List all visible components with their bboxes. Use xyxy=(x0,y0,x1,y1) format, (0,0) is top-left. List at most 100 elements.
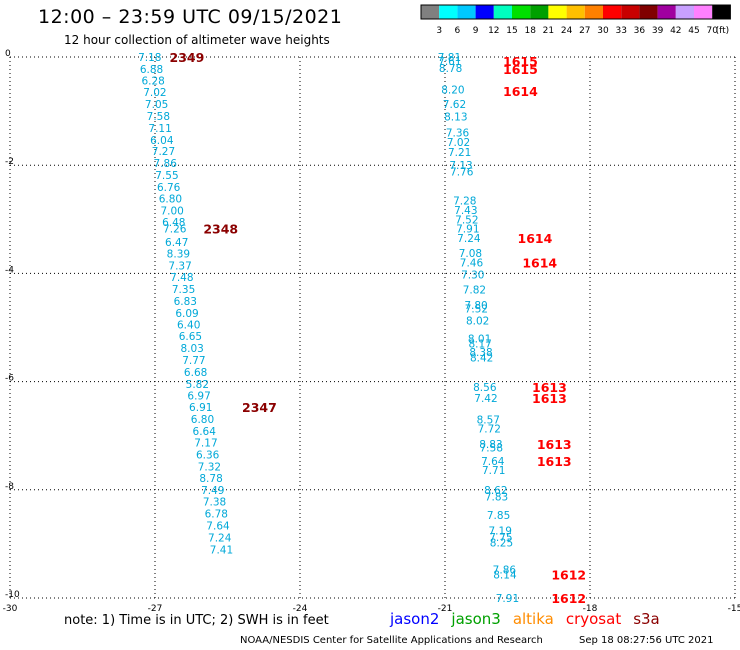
right-track-swh-value: 7.28 xyxy=(453,195,476,207)
left-track-swh-value: 7.55 xyxy=(155,170,178,182)
right-track-swh-value: 7.86 xyxy=(493,564,517,576)
colorbar-label: 30 xyxy=(597,26,609,36)
left-track-swh-value: 7.02 xyxy=(143,87,166,99)
right-track-swh-value: 7.91 xyxy=(456,223,479,235)
left-track-swh-value: 6.76 xyxy=(157,182,181,194)
right-track-swh-value: 7.52 xyxy=(455,214,478,226)
right-track-swh-value: 7.75 xyxy=(489,532,512,544)
right-track-swh-value: 8.78 xyxy=(439,63,462,75)
colorbar-swatch xyxy=(694,5,713,19)
right-track-swh-value: 7.43 xyxy=(454,205,477,217)
left-track-swh-value: 6.88 xyxy=(140,64,163,76)
colorbar-label: 18 xyxy=(524,26,536,36)
satellite-legend: jason2 jason3 altika cryosat s3a xyxy=(390,610,672,628)
left-track-swh-value: 6.65 xyxy=(179,331,202,343)
x-tick-label: -30 xyxy=(3,604,18,614)
left-track-swh-value: 7.58 xyxy=(147,111,170,123)
left-track-swh-value: 7.26 xyxy=(163,223,187,235)
left-track-swh-value: 6.83 xyxy=(174,296,197,308)
colorbar-swatch xyxy=(603,5,622,19)
colorbar-swatch xyxy=(566,5,585,19)
right-track-swh-value: 7.81 xyxy=(438,52,461,64)
left-track-swh-value: 8.03 xyxy=(180,343,203,355)
legend-item-jason2: jason2 xyxy=(390,610,440,628)
left-track-swh-value: 6.97 xyxy=(187,391,210,403)
left-track-swh-value: 7.49 xyxy=(201,485,224,497)
y-tick-label: 0 xyxy=(5,49,11,59)
right-track-swh-value: 8.13 xyxy=(444,112,467,124)
right-track-time-label: 1615 xyxy=(503,54,538,69)
right-track-time-label: 1613 xyxy=(532,380,567,395)
legend-item-jason3: jason3 xyxy=(451,610,501,628)
right-track-swh-value: 7.62 xyxy=(443,99,466,111)
colorbar-swatch xyxy=(421,5,440,19)
left-track-swh-value: 8.78 xyxy=(199,473,222,485)
right-track-swh-value: 8.25 xyxy=(490,537,513,549)
left-track-swh-value: 7.32 xyxy=(198,462,221,474)
x-tick-label: -21 xyxy=(438,604,453,614)
colorbar-label: 9 xyxy=(473,26,479,36)
generated-timestamp: Sep 18 08:27:56 UTC 2021 xyxy=(579,635,714,646)
y-tick-label: -4 xyxy=(5,265,14,275)
right-track-swh-value: 7.52 xyxy=(465,304,488,316)
left-track-time-label: 2348 xyxy=(203,221,238,236)
left-track-swh-value: 7.64 xyxy=(206,521,230,533)
left-track-time-label: 2349 xyxy=(170,50,205,65)
right-track-time-label: 1612 xyxy=(551,591,586,606)
right-track-time-label: 1613 xyxy=(537,437,572,452)
colorbar-swatch xyxy=(439,5,458,19)
left-track-swh-value: 7.48 xyxy=(170,272,193,284)
units-note: note: 1) Time is in UTC; 2) SWH is in fe… xyxy=(64,613,329,628)
right-track-swh-value: 7.36 xyxy=(446,128,470,140)
x-tick-label: -27 xyxy=(148,604,163,614)
colorbar-label: 15 xyxy=(506,26,517,36)
right-track-swh-value: 7.46 xyxy=(460,258,484,270)
colorbar-label: 45 xyxy=(688,26,699,36)
right-track-swh-value: 7.82 xyxy=(463,285,486,297)
left-track-swh-value: 7.11 xyxy=(148,123,171,135)
left-track-swh-value: 6.09 xyxy=(175,308,198,320)
legend-item-altika: altika xyxy=(512,610,554,628)
left-track-swh-value: 6.47 xyxy=(165,237,188,249)
colorbar-label: (ft) xyxy=(716,26,730,36)
left-track-swh-value: 7.18 xyxy=(138,52,161,64)
left-track-swh-value: 8.39 xyxy=(167,248,190,260)
right-track-swh-value: 7.61 xyxy=(438,56,461,68)
colorbar-swatch xyxy=(657,5,676,19)
left-track-swh-value: 5.82 xyxy=(186,379,209,391)
left-track-swh-value: 6.68 xyxy=(184,367,207,379)
colorbar-swatch xyxy=(530,5,549,19)
right-track-time-label: 1614 xyxy=(503,84,538,99)
color-scale-bar: 3 6 9 12 15 18 21 24 27 30 33 36 39 42 45 70(ft) xyxy=(420,4,731,36)
left-track-swh-value: 6.80 xyxy=(159,194,182,206)
colorbar-label: 27 xyxy=(579,26,590,36)
colorbar-label: 24 xyxy=(561,26,573,36)
left-track-swh-value: 7.35 xyxy=(172,284,195,296)
left-track-swh-value: 6.64 xyxy=(193,426,217,438)
right-track-swh-value: 7.72 xyxy=(478,424,501,436)
left-track-swh-value: 6.80 xyxy=(191,414,214,426)
colorbar-swatch xyxy=(475,5,494,19)
y-tick-label: -6 xyxy=(5,374,14,384)
left-track-swh-value: 6.48 xyxy=(162,217,185,229)
left-track-swh-value: 7.24 xyxy=(208,532,232,544)
right-track-swh-value: 8.14 xyxy=(493,570,517,582)
right-track-swh-value: 8.02 xyxy=(466,315,489,327)
colorbar-label: 12 xyxy=(488,26,499,36)
colorbar-swatch xyxy=(548,5,567,19)
right-track-time-label: 1613 xyxy=(532,391,567,406)
left-track-swh-value: 6.28 xyxy=(141,75,164,87)
right-track-swh-value: 8.56 xyxy=(473,382,497,394)
right-track-swh-value: 8.62 xyxy=(484,485,507,497)
right-track-swh-value: 7.71 xyxy=(482,465,505,477)
left-track-time-label: 2347 xyxy=(242,400,277,415)
credit-text: NOAA/NESDIS Center for Satellite Applica… xyxy=(240,635,543,646)
right-track-swh-value: 7.08 xyxy=(459,248,482,260)
left-track-swh-value: 7.77 xyxy=(182,355,205,367)
left-track-swh-value: 7.38 xyxy=(203,497,226,509)
x-tick-label: -24 xyxy=(293,604,308,614)
right-track-swh-value: 7.83 xyxy=(485,491,508,503)
right-track-swh-value: 7.24 xyxy=(457,233,481,245)
y-tick-label: -2 xyxy=(5,157,14,167)
right-track-swh-value: 8.42 xyxy=(470,352,493,364)
